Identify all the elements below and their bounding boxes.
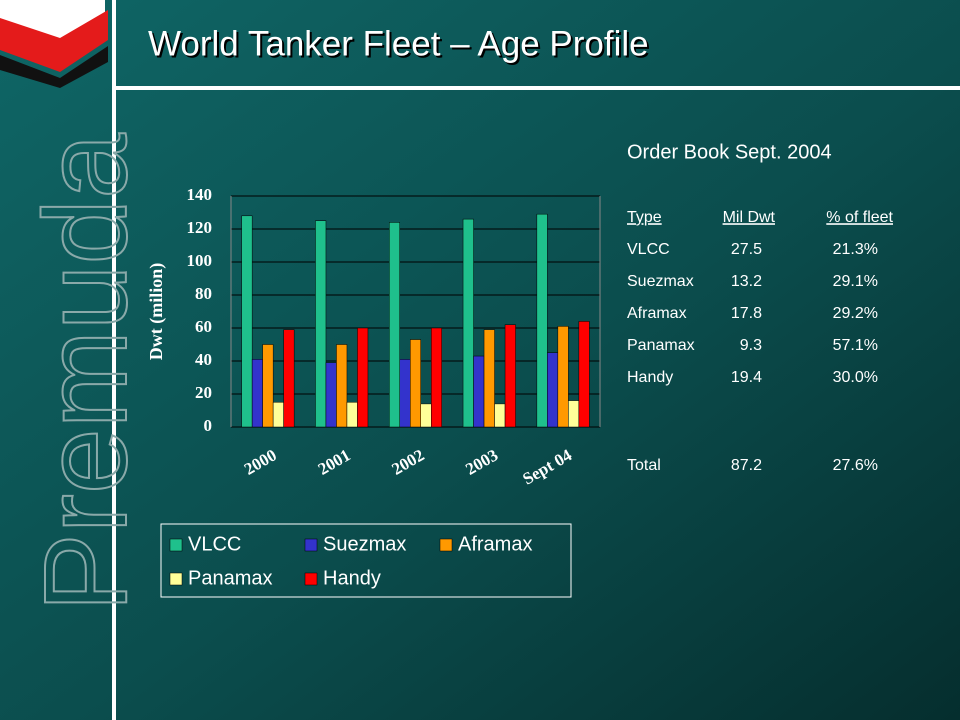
table-cell: Total <box>627 457 661 474</box>
legend-swatch <box>169 538 183 552</box>
legend-label: VLCC <box>188 533 241 555</box>
bar <box>536 213 548 428</box>
y-tick-label: 100 <box>187 251 213 270</box>
bar <box>431 327 442 428</box>
bar <box>389 222 400 428</box>
legend-swatch <box>439 538 453 552</box>
bar <box>262 344 274 428</box>
bar <box>547 352 559 428</box>
table-cell: 57.1% <box>833 337 878 354</box>
table-cell: 21.3% <box>833 241 878 258</box>
table-header: % of fleet <box>826 209 893 226</box>
bar <box>241 215 253 428</box>
table-cell: 13.2 <box>731 273 762 290</box>
table-cell: 30.0% <box>833 369 878 386</box>
table-cell: 9.3 <box>740 337 762 354</box>
y-axis-label: Dwt (milion) <box>146 263 167 361</box>
legend-swatch <box>169 572 183 586</box>
y-tick-label: 120 <box>187 218 213 237</box>
bar <box>420 403 432 428</box>
table-cell: Panamax <box>627 337 695 354</box>
bar <box>283 329 295 428</box>
legend-label: Panamax <box>188 567 273 589</box>
table-cell: Aframax <box>627 305 687 322</box>
bar <box>346 402 358 428</box>
y-tick-label: 80 <box>195 284 212 303</box>
bar <box>494 403 506 428</box>
bar <box>462 218 474 428</box>
bar <box>568 400 580 428</box>
watermark: Premuda <box>20 133 152 612</box>
bar <box>325 362 337 428</box>
bar <box>483 329 495 428</box>
table-cell: 29.1% <box>833 273 878 290</box>
y-tick-label: 0 <box>204 416 213 435</box>
bar <box>473 355 485 428</box>
legend-swatch <box>304 572 318 586</box>
table-header: Mil Dwt <box>723 209 776 226</box>
table-cell: Suezmax <box>627 273 694 290</box>
bar <box>357 327 369 428</box>
table-cell: 29.2% <box>833 305 878 322</box>
bar <box>399 359 411 428</box>
legend-label: Suezmax <box>323 533 406 555</box>
y-tick-label: 40 <box>195 350 212 369</box>
table-title: Order Book Sept. 2004 <box>627 141 832 163</box>
bar <box>336 344 348 428</box>
y-tick-label: 60 <box>195 317 212 336</box>
table-cell: 17.8 <box>731 305 762 322</box>
table-cell: 19.4 <box>731 369 762 386</box>
bar <box>557 326 569 428</box>
bar <box>251 359 263 428</box>
slide-title: World Tanker Fleet – Age Profile <box>148 24 649 63</box>
legend-label: Handy <box>323 567 381 589</box>
table-cell: 27.5 <box>731 241 762 258</box>
y-tick-label: 20 <box>195 383 212 402</box>
table-cell: 87.2 <box>731 457 762 474</box>
table-header: Type <box>627 209 662 226</box>
bar <box>504 324 516 428</box>
bar <box>272 402 284 428</box>
table-cell: Handy <box>627 369 673 386</box>
y-tick-label: 140 <box>187 185 213 204</box>
table-cell: 27.6% <box>833 457 878 474</box>
legend-swatch <box>304 538 318 552</box>
bar <box>315 220 327 428</box>
logo <box>0 0 108 88</box>
bar <box>410 339 421 428</box>
bar <box>578 321 590 428</box>
table-cell: VLCC <box>627 241 670 258</box>
legend-label: Aframax <box>458 533 532 555</box>
legend-box <box>160 523 572 598</box>
